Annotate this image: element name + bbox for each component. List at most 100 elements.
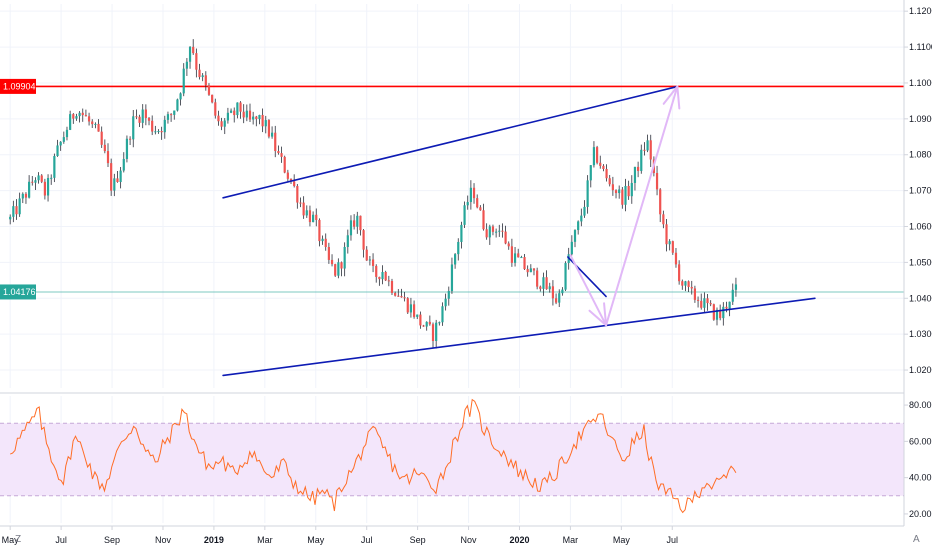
candle-body — [211, 94, 214, 103]
candle-body — [242, 111, 245, 118]
candle-body — [630, 182, 633, 197]
candle-body — [586, 180, 589, 207]
candle-body — [520, 257, 523, 259]
zoom-button[interactable]: Z — [15, 534, 21, 545]
main-pane[interactable] — [0, 4, 904, 388]
candle-body — [665, 224, 668, 245]
candle-body — [204, 75, 207, 86]
candle-body — [236, 102, 239, 116]
candle-body — [198, 69, 201, 78]
candle-body — [106, 151, 110, 164]
candle-body — [696, 299, 700, 301]
candle-body — [425, 321, 428, 327]
price-axis-ticks[interactable]: 1.12000 1.11000 1.10000 1.09000 1.08000 1.070… — [904, 6, 932, 375]
time-tick-label: Sep — [410, 535, 426, 545]
time-tick-label: Jul — [55, 535, 67, 545]
candle-body — [649, 140, 652, 160]
candle-body — [693, 288, 697, 300]
candle-body — [280, 153, 283, 157]
candle-body — [687, 281, 690, 287]
candle-body — [239, 102, 242, 112]
candle-body — [469, 187, 472, 203]
candle-body — [491, 226, 495, 232]
candle-body — [46, 177, 50, 196]
trendlines[interactable] — [222, 85, 816, 377]
candle-body — [621, 189, 624, 205]
candle-body — [532, 268, 536, 271]
candle-body — [50, 177, 53, 179]
candle-body — [690, 286, 693, 289]
candle-body — [441, 306, 444, 323]
candle-body — [334, 264, 337, 276]
candle-body — [558, 293, 561, 303]
candle-body — [362, 230, 365, 250]
candle-body — [201, 75, 204, 78]
price-tick-label: 1.07000 — [909, 186, 932, 196]
time-tick-label: May — [307, 535, 325, 545]
candle-body — [163, 119, 166, 133]
candle-body — [15, 206, 18, 215]
candle-body — [34, 180, 37, 183]
candle-body — [135, 116, 138, 118]
candle-body — [31, 181, 34, 183]
candle-body — [646, 140, 649, 151]
channel-lower-line[interactable] — [222, 297, 816, 377]
price-tick-label: 1.12000 — [909, 6, 932, 16]
auto-scale-button[interactable]: A — [913, 534, 920, 545]
time-tick-label: Nov — [461, 535, 478, 545]
candle-body — [24, 193, 28, 198]
candle-body — [570, 241, 573, 255]
candle-body — [138, 116, 141, 123]
candle-body — [43, 181, 46, 196]
candle-body — [371, 259, 375, 266]
candle-body — [37, 175, 40, 181]
candle-body — [561, 289, 564, 294]
candles — [9, 39, 738, 349]
candle-body — [507, 243, 510, 247]
last-price-label: 1.04176 — [0, 284, 36, 300]
candle-body — [602, 165, 605, 169]
candle-body — [100, 131, 103, 145]
candle-body — [151, 120, 154, 132]
resistance-label-background — [0, 78, 36, 94]
time-axis-ticks[interactable]: May Jul Sep Nov 2019 Mar May Jul Sep Nov 2020 Mar Ma… — [2, 526, 678, 545]
candle-body — [296, 186, 299, 203]
price-tick-label: 1.03000 — [909, 329, 932, 339]
candle-body — [346, 235, 349, 247]
candle-body — [614, 190, 618, 194]
rsi-tick-label: 40.00 — [909, 473, 932, 483]
candle-body — [583, 206, 586, 216]
candle-body — [706, 298, 709, 304]
rsi-tick-label: 20.00 — [909, 509, 932, 519]
candle-body — [482, 210, 485, 230]
rsi-band — [0, 423, 904, 496]
candle-body — [337, 262, 340, 276]
candle-body — [220, 121, 223, 127]
candle-body — [406, 298, 409, 313]
candle-body — [659, 189, 662, 215]
candle-body — [283, 156, 286, 173]
candle-body — [668, 241, 671, 245]
projection-down-line[interactable] — [569, 254, 608, 327]
candle-body — [419, 314, 422, 326]
candle-body — [65, 129, 69, 138]
candle-body — [223, 120, 226, 127]
candle-body — [248, 110, 252, 120]
time-tick-label: Mar — [257, 535, 273, 545]
projection-up-line[interactable] — [605, 85, 679, 327]
candle-body — [412, 304, 416, 317]
candle-body — [132, 116, 135, 140]
channel-upper-line[interactable] — [222, 85, 679, 199]
candle-body — [302, 202, 305, 216]
candle-body — [166, 114, 170, 120]
rsi-pane[interactable] — [0, 396, 904, 523]
candle-body — [315, 214, 318, 220]
candle-body — [671, 241, 674, 253]
candle-body — [545, 277, 548, 290]
time-tick-label: Mar — [563, 535, 579, 545]
rsi-axis-ticks[interactable]: 80.00 60.00 40.00 20.00 — [904, 400, 932, 519]
time-tick-label: Nov — [155, 535, 172, 545]
candle-body — [472, 187, 476, 199]
candle-body — [113, 178, 116, 191]
